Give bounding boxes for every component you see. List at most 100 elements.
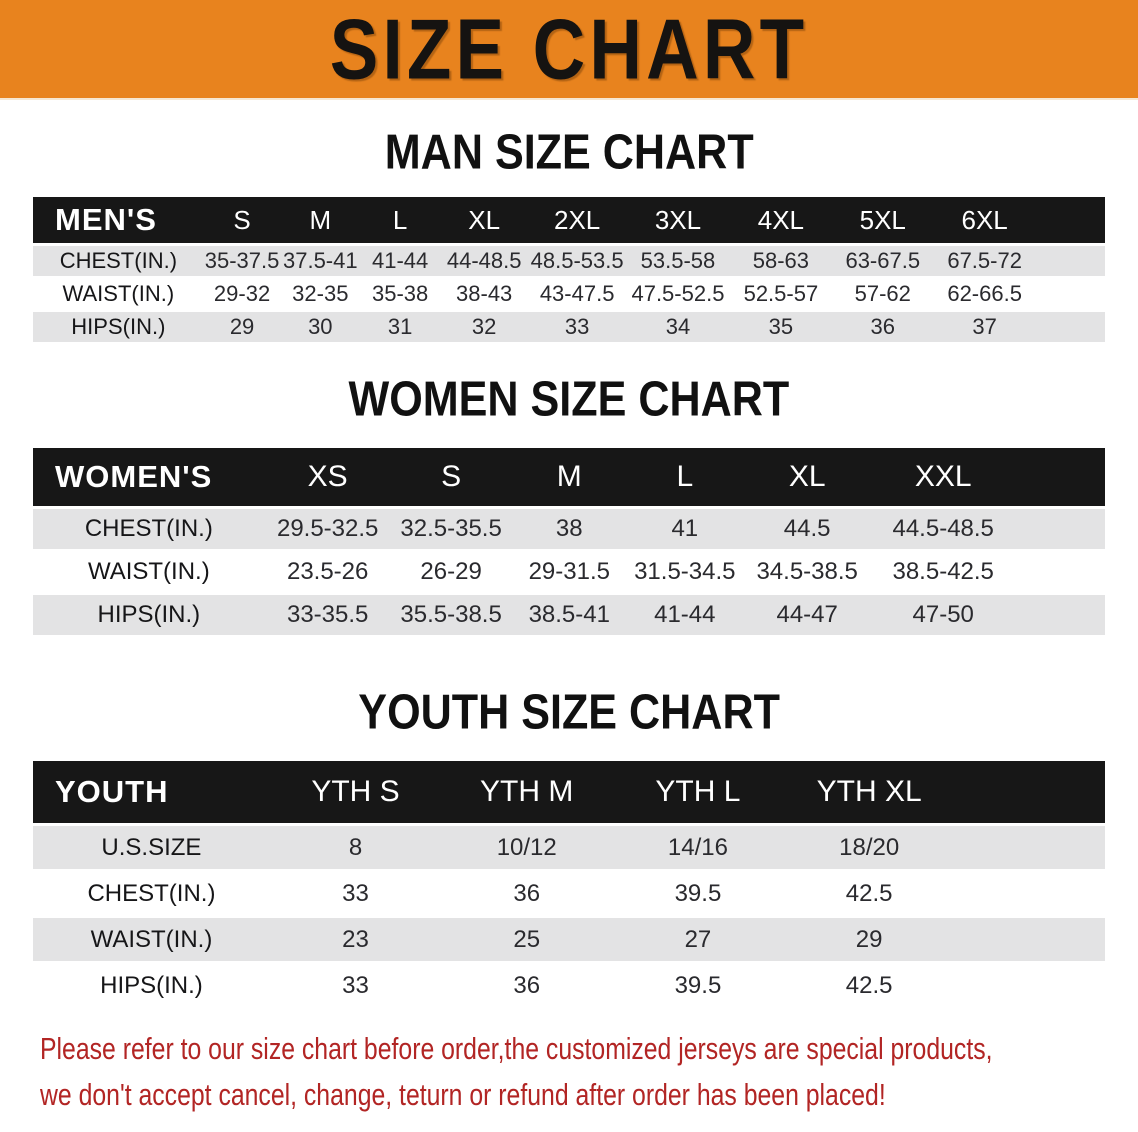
youth-table-row: HIPS(IN.) 33 36 39.5 42.5 [33,964,1105,1007]
womens-row-filler-cell [1014,595,1105,635]
men-section-heading-text: MAN SIZE CHART [384,125,754,180]
mens-size-header-cell: 4XL [729,197,832,243]
mens-value-cell: 53.5-58 [625,246,730,276]
mens-row-label-cell: CHEST(IN.) [33,246,204,276]
youth-size-header-cell: YTH L [612,761,784,823]
womens-row-label-cell: WAIST(IN.) [33,552,265,592]
women-section-heading-text: WOMEN SIZE CHART [348,372,790,427]
womens-value-cell: 38.5-42.5 [871,552,1015,592]
youth-table-row: CHEST(IN.) 33 36 39.5 42.5 [33,872,1105,915]
youth-size-header-cell: YTH XL [783,761,955,823]
womens-table-row: HIPS(IN.) 33-35.5 35.5-38.5 38.5-41 41-44 44-… [33,595,1105,635]
mens-row-label-cell: HIPS(IN.) [33,312,204,342]
mens-value-cell: 58-63 [729,246,832,276]
mens-value-cell: 29-32 [203,279,281,309]
mens-value-cell: 29 [203,312,281,342]
mens-table-row: CHEST(IN.) 35-37.5 37.5-41 41-44 44-48.5 48.5… [33,246,1105,276]
womens-size-header-cell: XL [742,448,872,506]
youth-header-filler-cell [954,761,1105,823]
youth-row-label-cell: CHEST(IN.) [33,872,270,915]
womens-row-label-cell: CHEST(IN.) [33,509,265,549]
youth-table-row: WAIST(IN.) 23 25 27 29 [33,918,1105,961]
men-size-table: MEN'S S M L XL 2XL 3XL 4XL 5XL 6XL CHEST(IN.) 35-37… [33,194,1105,345]
womens-value-cell: 38 [511,509,628,549]
womens-size-header-cell: M [511,448,628,506]
womens-table-row: WAIST(IN.) 23.5-26 26-29 29-31.5 31.5-34.5 34… [33,552,1105,592]
mens-table-row: WAIST(IN.) 29-32 32-35 35-38 38-43 43-47.5 47.… [33,279,1105,309]
mens-header-filler-cell [1035,197,1105,243]
youth-value-cell: 29 [783,918,955,961]
mens-value-cell: 38-43 [440,279,529,309]
womens-value-cell: 44.5-48.5 [871,509,1015,549]
youth-section-heading: YOUTH SIZE CHART [0,685,1138,740]
youth-value-cell: 27 [612,918,784,961]
youth-value-cell: 18/20 [783,826,955,869]
youth-value-cell: 39.5 [612,964,784,1007]
womens-value-cell: 31.5-34.5 [627,552,743,592]
youth-value-cell: 39.5 [612,872,784,915]
youth-table-row: U.S.SIZE 8 10/12 14/16 18/20 [33,826,1105,869]
mens-size-header-cell: XL [440,197,529,243]
youth-value-cell: 36 [441,872,613,915]
youth-size-header-cell: YTH M [441,761,613,823]
womens-value-cell: 29-31.5 [511,552,628,592]
mens-size-header-cell: M [280,197,361,243]
mens-value-cell: 67.5-72 [933,246,1036,276]
womens-value-cell: 32.5-35.5 [390,509,512,549]
disclaimer-line-2: we don't accept cancel, change, teturn o… [40,1077,886,1112]
men-section-heading: MAN SIZE CHART [0,125,1138,180]
womens-size-header-cell: L [627,448,743,506]
mens-row-filler-cell [1035,279,1105,309]
mens-value-cell: 63-67.5 [831,246,934,276]
womens-value-cell: 26-29 [390,552,512,592]
youth-row-filler-cell [954,826,1105,869]
youth-value-cell: 8 [269,826,442,869]
mens-value-cell: 35-37.5 [203,246,281,276]
women-size-table: WOMEN'S XS S M L XL XXL CHEST(IN.) 29.5-32.5 32.5… [33,445,1105,638]
size-chart-banner: SIZE CHART [0,0,1138,100]
youth-table-title-cell: YOUTH [33,761,270,823]
mens-value-cell: 48.5-53.5 [528,246,626,276]
youth-row-label-cell: HIPS(IN.) [33,964,270,1007]
mens-value-cell: 41-44 [360,246,441,276]
mens-row-filler-cell [1035,312,1105,342]
mens-value-cell: 57-62 [831,279,934,309]
mens-size-header-cell: 2XL [528,197,626,243]
mens-value-cell: 44-48.5 [440,246,529,276]
mens-value-cell: 43-47.5 [528,279,626,309]
youth-row-label-cell: U.S.SIZE [33,826,270,869]
youth-header-row: YOUTH YTH S YTH M YTH L YTH XL [33,761,1105,823]
womens-row-filler-cell [1014,509,1105,549]
mens-size-header-cell: 3XL [625,197,730,243]
mens-value-cell: 37 [933,312,1036,342]
mens-value-cell: 34 [625,312,730,342]
order-disclaimer: Please refer to our size chart before or… [0,1026,1138,1118]
womens-value-cell: 35.5-38.5 [390,595,512,635]
womens-row-filler-cell [1014,552,1105,592]
women-section-heading: WOMEN SIZE CHART [0,372,1138,427]
womens-table-row: CHEST(IN.) 29.5-32.5 32.5-35.5 38 41 44.5 44.5… [33,509,1105,549]
womens-value-cell: 44.5 [742,509,872,549]
womens-size-header-cell: XS [264,448,391,506]
men-section: MAN SIZE CHART MEN'S S M L XL 2XL 3XL 4XL 5XL 6XL… [0,125,1138,345]
size-chart-content: MAN SIZE CHART MEN'S S M L XL 2XL 3XL 4XL 5XL 6XL… [0,125,1138,1010]
mens-size-header-cell: S [203,197,281,243]
womens-header-filler-cell [1014,448,1105,506]
womens-size-header-cell: XXL [871,448,1015,506]
youth-value-cell: 42.5 [783,964,955,1007]
mens-value-cell: 31 [360,312,441,342]
mens-header-row: MEN'S S M L XL 2XL 3XL 4XL 5XL 6XL [33,197,1105,243]
mens-value-cell: 37.5-41 [280,246,361,276]
youth-row-filler-cell [954,964,1105,1007]
mens-value-cell: 35 [729,312,832,342]
womens-table-title-cell: WOMEN'S [33,448,265,506]
womens-value-cell: 34.5-38.5 [742,552,872,592]
youth-row-label-cell: WAIST(IN.) [33,918,270,961]
youth-value-cell: 25 [441,918,613,961]
youth-value-cell: 23 [269,918,442,961]
womens-value-cell: 47-50 [871,595,1015,635]
banner-title: SIZE CHART [329,1,809,97]
youth-value-cell: 33 [269,872,442,915]
youth-value-cell: 42.5 [783,872,955,915]
youth-value-cell: 36 [441,964,613,1007]
